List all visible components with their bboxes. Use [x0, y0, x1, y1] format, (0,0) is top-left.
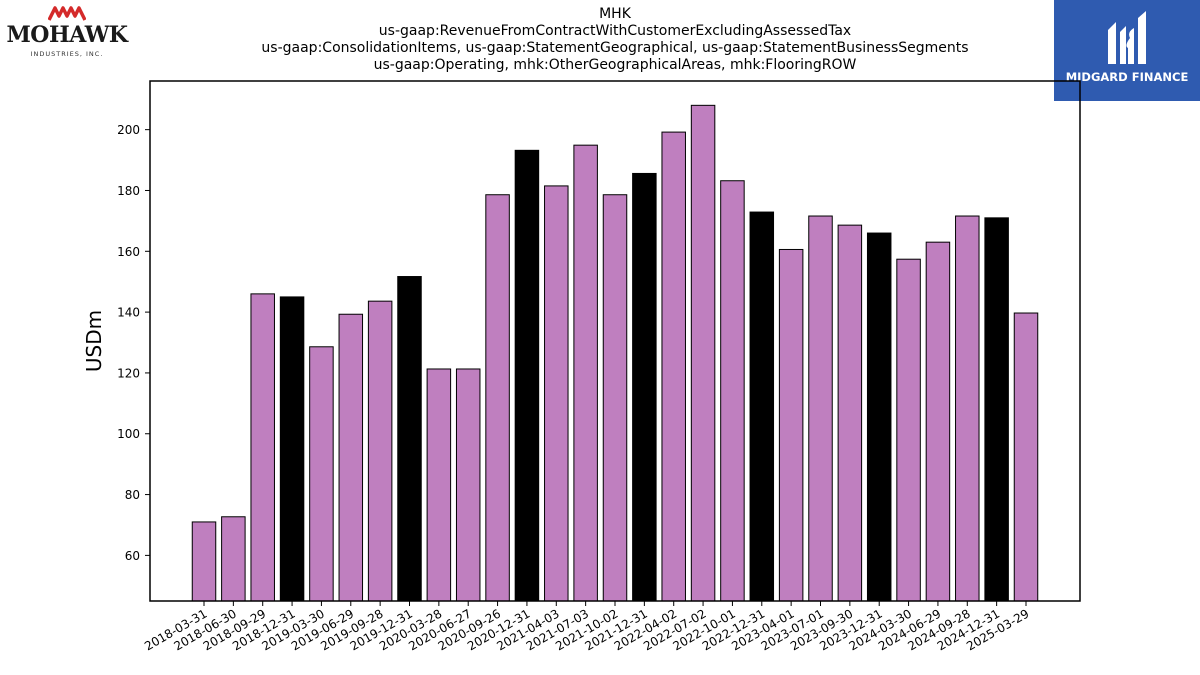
bar-2021-12-31 — [632, 172, 657, 602]
bar-2020-06-27 — [455, 368, 481, 602]
bar-2018-06-30 — [221, 516, 246, 602]
bar-2019-12-31 — [397, 276, 422, 602]
bar-2019-09-28 — [367, 300, 393, 602]
y-tick-label: 120 — [117, 366, 140, 380]
bar-2018-12-31 — [279, 296, 305, 602]
bar-2023-07-01 — [808, 215, 833, 602]
title-line: us-gaap:Operating, mhk:OtherGeographical… — [373, 57, 857, 73]
bar-2022-10-01 — [720, 180, 745, 602]
bar-2018-09-29 — [250, 293, 275, 602]
bar-2018-03-31 — [191, 521, 217, 602]
bar-2024-12-31 — [984, 217, 1009, 602]
bar-2021-10-02 — [602, 194, 628, 602]
mohawk-logo-mark-icon — [48, 6, 86, 21]
bar-2025-03-29 — [1013, 312, 1039, 602]
mohawk-logo: MOHAWK INDUSTRIES, INC. — [4, 4, 130, 60]
midgard-logo-name: MIDGARD FINANCE — [1065, 70, 1189, 84]
bar-2023-04-01 — [778, 248, 804, 602]
bar-2022-04-02 — [661, 131, 686, 602]
midgard-logo-mark-icon — [1108, 11, 1146, 64]
mohawk-logo-sub: INDUSTRIES, INC. — [30, 50, 104, 58]
bar-2019-03-30 — [309, 346, 334, 602]
bar-2020-03-28 — [426, 368, 452, 602]
bar-2024-03-30 — [896, 258, 921, 602]
bar-2019-06-29 — [338, 313, 364, 602]
y-tick-label: 200 — [117, 123, 140, 137]
y-tick-label: 100 — [117, 427, 140, 441]
bar-2023-12-31 — [866, 232, 892, 602]
y-tick-label: 180 — [117, 184, 140, 198]
bar-2024-09-28 — [955, 215, 980, 602]
title-line: MHK — [599, 6, 631, 22]
bar-2023-09-30 — [837, 224, 863, 602]
y-tick-label: 140 — [117, 306, 140, 320]
y-tick-label: 60 — [125, 549, 140, 563]
bar-2022-12-31 — [749, 211, 775, 602]
midgard-logo: MIDGARD FINANCE — [1054, 0, 1200, 101]
y-tick-label: 80 — [125, 488, 140, 502]
chart-title: MHK us-gaap:RevenueFromContractWithCusto… — [150, 6, 1080, 74]
y-tick-label: 160 — [117, 245, 140, 259]
bar-2021-04-03 — [544, 185, 569, 602]
bar-2020-09-26 — [485, 194, 510, 602]
y-axis-label: USDm — [82, 310, 106, 372]
bar-2021-07-03 — [573, 144, 598, 602]
title-line: us-gaap:ConsolidationItems, us-gaap:Stat… — [261, 40, 969, 56]
mohawk-logo-word: MOHAWK — [6, 22, 128, 48]
bar-2024-06-29 — [925, 241, 951, 602]
bar-2020-12-31 — [514, 149, 540, 602]
title-line: us-gaap:RevenueFromContractWithCustomerE… — [378, 23, 852, 39]
bar-2022-07-02 — [690, 104, 716, 602]
